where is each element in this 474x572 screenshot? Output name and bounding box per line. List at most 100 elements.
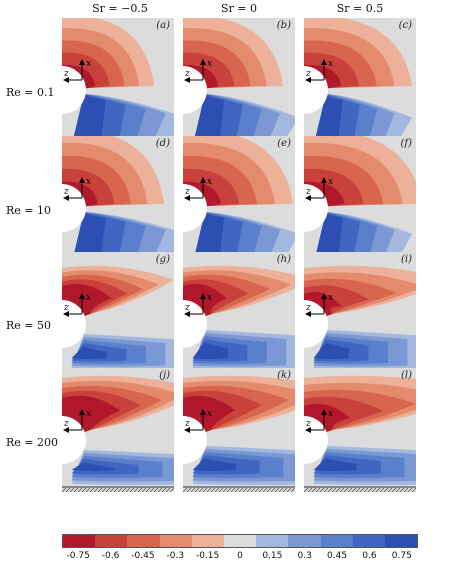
wall-hatch bbox=[230, 487, 236, 492]
negative-contour-band bbox=[316, 212, 343, 254]
contour-panel-d: x z (d) bbox=[62, 136, 174, 260]
wall-hatch bbox=[93, 487, 99, 492]
axis-indicator: xz bbox=[184, 177, 212, 201]
z-axis-label: z bbox=[184, 69, 190, 79]
colorbar-swatch bbox=[95, 535, 128, 547]
x-axis-label: x bbox=[86, 177, 91, 187]
wall-hatch bbox=[89, 487, 95, 492]
wall-hatch bbox=[141, 487, 147, 492]
wall-hatch bbox=[347, 487, 353, 492]
contour-panel-a: x z (a) bbox=[62, 18, 174, 142]
z-axis-label: z bbox=[184, 419, 190, 429]
wall-hatch bbox=[62, 487, 67, 492]
colorbar-tick-label: 0.75 bbox=[391, 551, 412, 561]
axis-indicator: xz bbox=[63, 293, 91, 317]
z-axis-label: z bbox=[63, 303, 69, 313]
panel-letter: (i) bbox=[400, 254, 412, 265]
wall-hatch bbox=[133, 487, 139, 492]
contour-panel-c: x z (c) bbox=[304, 18, 416, 142]
z-axis-label: z bbox=[63, 69, 69, 79]
negative-contour-band bbox=[192, 342, 228, 359]
wall-hatch bbox=[137, 487, 143, 492]
x-axis-label: x bbox=[328, 409, 333, 419]
z-axis-label: z bbox=[305, 419, 311, 429]
panel-letter: (b) bbox=[276, 20, 291, 31]
contour-panel-i: x z (i) bbox=[304, 252, 416, 376]
wall-hatch bbox=[145, 487, 151, 492]
wall-hatch bbox=[73, 487, 79, 492]
colorbar-swatch bbox=[256, 535, 289, 547]
colorbar-swatch bbox=[191, 535, 224, 547]
z-axis-label: z bbox=[184, 187, 190, 197]
colorbar bbox=[62, 534, 418, 548]
wall-hatch bbox=[165, 487, 171, 492]
wall-hatch bbox=[359, 487, 365, 492]
x-axis-label: x bbox=[86, 59, 91, 69]
wall-hatch bbox=[315, 487, 321, 492]
z-axis-label: z bbox=[63, 419, 69, 429]
axis-indicator: xz bbox=[305, 177, 333, 201]
wall-hatch bbox=[149, 487, 155, 492]
wall-hatch bbox=[169, 487, 174, 492]
wall-hatch bbox=[395, 487, 401, 492]
wall-hatch bbox=[391, 487, 397, 492]
wall-hatch bbox=[97, 487, 103, 492]
contour-panel-g: x z (g) bbox=[62, 252, 174, 376]
wall-hatch bbox=[113, 487, 119, 492]
wall-hatch bbox=[218, 487, 224, 492]
wall-hatch bbox=[242, 487, 248, 492]
x-axis-label: x bbox=[86, 409, 91, 419]
wall-hatch bbox=[77, 487, 83, 492]
wall-hatch bbox=[282, 487, 288, 492]
panel-letter: (d) bbox=[155, 138, 170, 149]
wall-hatch bbox=[153, 487, 159, 492]
colorbar-tick-label: -0.15 bbox=[195, 551, 220, 561]
wall-hatch bbox=[286, 487, 292, 492]
wall-hatch bbox=[183, 487, 188, 492]
wall-hatch bbox=[262, 487, 268, 492]
row-label-re-50: Re = 50 bbox=[6, 319, 51, 332]
wall-hatch bbox=[383, 487, 389, 492]
wall-hatch bbox=[65, 487, 71, 492]
wall-hatch bbox=[194, 487, 200, 492]
wall-hatch bbox=[270, 487, 276, 492]
axis-indicator: xz bbox=[305, 293, 333, 317]
panel-letter: (a) bbox=[156, 20, 170, 31]
wall-hatch bbox=[339, 487, 345, 492]
negative-contour-band bbox=[195, 212, 225, 254]
column-header-sr-zero: Sr = 0 bbox=[220, 2, 257, 15]
wall-hatch bbox=[387, 487, 393, 492]
wall-hatch bbox=[266, 487, 272, 492]
colorbar-swatch bbox=[223, 535, 257, 547]
wall-hatch bbox=[254, 487, 260, 492]
panel-letter: (c) bbox=[398, 20, 412, 31]
wall-hatch bbox=[109, 487, 115, 492]
wall-hatch bbox=[246, 487, 252, 492]
wall-hatch bbox=[69, 487, 75, 492]
x-axis-label: x bbox=[86, 293, 91, 303]
wall-hatch bbox=[399, 487, 405, 492]
wall-hatch bbox=[161, 487, 167, 492]
wall-hatch bbox=[403, 487, 409, 492]
colorbar-tick-label: -0.45 bbox=[131, 551, 155, 561]
contour-panel-f: x z (f) bbox=[304, 136, 416, 260]
z-axis-label: z bbox=[305, 303, 311, 313]
contour-panel-l: x z (l) bbox=[304, 368, 416, 492]
wall-hatch bbox=[367, 487, 373, 492]
axis-indicator: xz bbox=[63, 59, 91, 83]
contour-panel-h: x z (h) bbox=[183, 252, 295, 376]
contour-panel-b: x z (b) bbox=[183, 18, 295, 142]
wall-hatch bbox=[274, 487, 280, 492]
wall-hatch bbox=[335, 487, 341, 492]
wall-hatch bbox=[85, 487, 91, 492]
wall-hatch bbox=[250, 487, 256, 492]
wall-hatch bbox=[307, 487, 313, 492]
wall-hatch bbox=[343, 487, 349, 492]
wall-hatch bbox=[117, 487, 123, 492]
negative-contour-band bbox=[313, 458, 357, 471]
row-label-re-0-1: Re = 0.1 bbox=[6, 86, 55, 99]
negative-contour-band bbox=[316, 94, 343, 136]
wall-hatch bbox=[186, 487, 192, 492]
wall-hatch bbox=[222, 487, 228, 492]
wall-hatch bbox=[411, 487, 416, 492]
